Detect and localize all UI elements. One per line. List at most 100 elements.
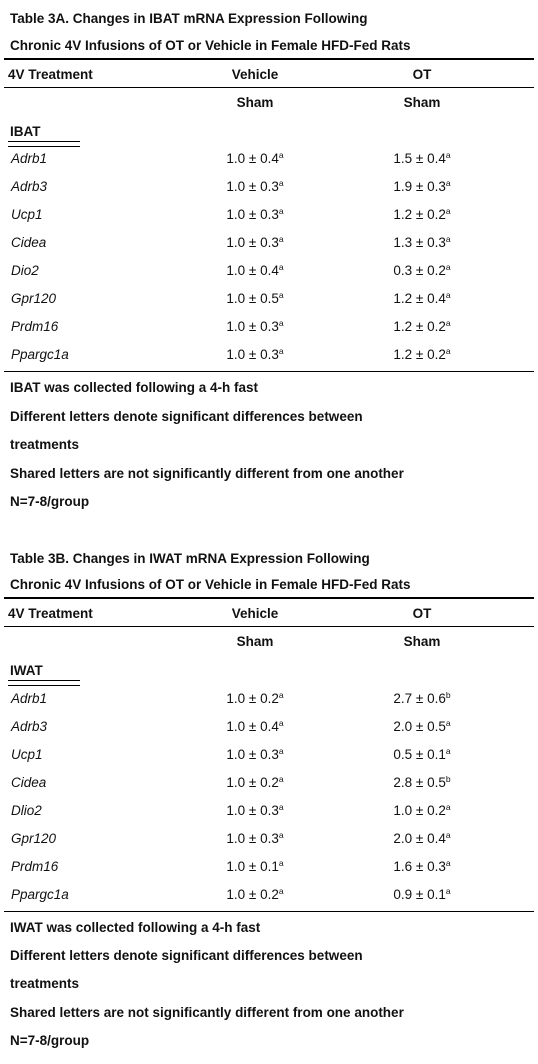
vehicle-value: 1.0 ± 0.3a — [226, 802, 284, 818]
vehicle-value: 1.0 ± 0.4a — [226, 262, 284, 278]
table-row: Ucp1 1.0 ± 0.3a 0.5 ± 0.1a — [0, 747, 538, 775]
significance-letter: a — [445, 234, 451, 244]
gene-name: Dlio2 — [11, 803, 42, 818]
significance-letter: a — [445, 290, 451, 300]
significance-letter: a — [278, 290, 284, 300]
header-vehicle: Vehicle — [231, 606, 279, 621]
significance-letter: a — [278, 886, 284, 896]
bottom-rule — [4, 911, 534, 912]
vehicle-value: 1.0 ± 0.3a — [226, 746, 284, 762]
header-treatment: 4V Treatment — [8, 67, 93, 82]
vehicle-value: 1.0 ± 0.2a — [226, 886, 284, 902]
significance-letter: a — [278, 234, 284, 244]
footnote: N=7-8/group — [10, 494, 90, 509]
gene-name: Cidea — [11, 775, 47, 790]
gene-name: Adrb1 — [11, 151, 48, 166]
gene-name: Ppargc1a — [11, 887, 69, 902]
gene-name: Adrb3 — [11, 179, 48, 194]
significance-letter: a — [445, 718, 451, 728]
significance-letter: a — [445, 746, 451, 756]
significance-letter: a — [278, 802, 284, 812]
ot-value: 0.3 ± 0.2a — [393, 262, 451, 278]
significance-letter: a — [278, 830, 284, 840]
section-label: IWAT — [10, 663, 43, 678]
table-row: Adrb3 1.0 ± 0.4a 2.0 ± 0.5a — [0, 719, 538, 747]
subheader-ot: Sham — [403, 95, 441, 110]
gene-name: Dio2 — [11, 263, 39, 278]
significance-letter: a — [445, 802, 451, 812]
vehicle-value: 1.0 ± 0.4a — [226, 718, 284, 734]
footnote: treatments — [10, 976, 80, 991]
table-row: Cidea 1.0 ± 0.3a 1.3 ± 0.3a — [0, 235, 538, 263]
table-row: Adrb1 1.0 ± 0.4a 1.5 ± 0.4a — [0, 151, 538, 179]
table-row: Dlio2 1.0 ± 0.3a 1.0 ± 0.2a — [0, 803, 538, 831]
significance-letter: a — [278, 690, 284, 700]
gene-name: Ucp1 — [11, 747, 43, 762]
significance-letter: a — [278, 206, 284, 216]
ot-value: 2.7 ± 0.6b — [393, 690, 451, 706]
ot-value: 0.5 ± 0.1a — [393, 746, 451, 762]
significance-letter: a — [278, 346, 284, 356]
header-vehicle: Vehicle — [231, 67, 279, 82]
subheader-vehicle: Sham — [236, 634, 274, 649]
top-rule — [4, 597, 534, 599]
ot-value: 2.0 ± 0.4a — [393, 830, 451, 846]
significance-letter: b — [445, 774, 451, 784]
subheader-ot: Sham — [403, 634, 441, 649]
bottom-rule — [4, 371, 534, 372]
significance-letter: b — [445, 690, 451, 700]
significance-letter: a — [278, 318, 284, 328]
table-row: Ppargc1a 1.0 ± 0.3a 1.2 ± 0.2a — [0, 347, 538, 375]
table-row: Gpr120 1.0 ± 0.5a 1.2 ± 0.4a — [0, 291, 538, 319]
header-rule — [4, 626, 534, 627]
footnote: IWAT was collected following a 4-h fast — [10, 920, 261, 935]
significance-letter: a — [278, 858, 284, 868]
vehicle-value: 1.0 ± 0.3a — [226, 318, 284, 334]
header-ot: OT — [412, 67, 432, 82]
header-ot: OT — [412, 606, 432, 621]
ot-value: 1.3 ± 0.3a — [393, 234, 451, 250]
gene-name: Adrb3 — [11, 719, 48, 734]
significance-letter: a — [278, 718, 284, 728]
table-row: Prdm16 1.0 ± 0.1a 1.6 ± 0.3a — [0, 859, 538, 887]
significance-letter: a — [445, 318, 451, 328]
gene-name: Gpr120 — [11, 291, 57, 306]
vehicle-value: 1.0 ± 0.3a — [226, 206, 284, 222]
significance-letter: a — [445, 858, 451, 868]
vehicle-value: 1.0 ± 0.5a — [226, 290, 284, 306]
footnote: Shared letters are not significantly dif… — [10, 1005, 404, 1020]
vehicle-value: 1.0 ± 0.3a — [226, 234, 284, 250]
vehicle-value: 1.0 ± 0.4a — [226, 150, 284, 166]
significance-letter: a — [445, 262, 451, 272]
vehicle-value: 1.0 ± 0.2a — [226, 774, 284, 790]
footnote: IBAT was collected following a 4-h fast — [10, 380, 259, 395]
ot-value: 1.2 ± 0.2a — [393, 318, 451, 334]
gene-name: Ppargc1a — [11, 347, 69, 362]
significance-letter: a — [445, 178, 451, 188]
ot-value: 1.2 ± 0.2a — [393, 346, 451, 362]
significance-letter: a — [445, 150, 451, 160]
significance-letter: a — [278, 774, 284, 784]
section-double-underline — [8, 680, 80, 686]
significance-letter: a — [445, 886, 451, 896]
footnote: Different letters denote significant dif… — [10, 948, 363, 963]
table-row: Ucp1 1.0 ± 0.3a 1.2 ± 0.2a — [0, 207, 538, 235]
vehicle-value: 1.0 ± 0.2a — [226, 690, 284, 706]
significance-letter: a — [278, 178, 284, 188]
vehicle-value: 1.0 ± 0.3a — [226, 830, 284, 846]
subheader-vehicle: Sham — [236, 95, 274, 110]
significance-letter: a — [445, 346, 451, 356]
section-label: IBAT — [10, 124, 41, 139]
vehicle-value: 1.0 ± 0.1a — [226, 858, 284, 874]
header-rule — [4, 87, 534, 88]
ot-value: 1.2 ± 0.4a — [393, 290, 451, 306]
section-double-underline — [8, 141, 80, 147]
footnote: N=7-8/group — [10, 1033, 90, 1048]
significance-letter: a — [278, 746, 284, 756]
gene-name: Prdm16 — [11, 859, 59, 874]
footnote: Different letters denote significant dif… — [10, 409, 363, 424]
ot-value: 1.5 ± 0.4a — [393, 150, 451, 166]
gene-name: Ucp1 — [11, 207, 43, 222]
table-row: Gpr120 1.0 ± 0.3a 2.0 ± 0.4a — [0, 831, 538, 859]
ot-value: 1.6 ± 0.3a — [393, 858, 451, 874]
